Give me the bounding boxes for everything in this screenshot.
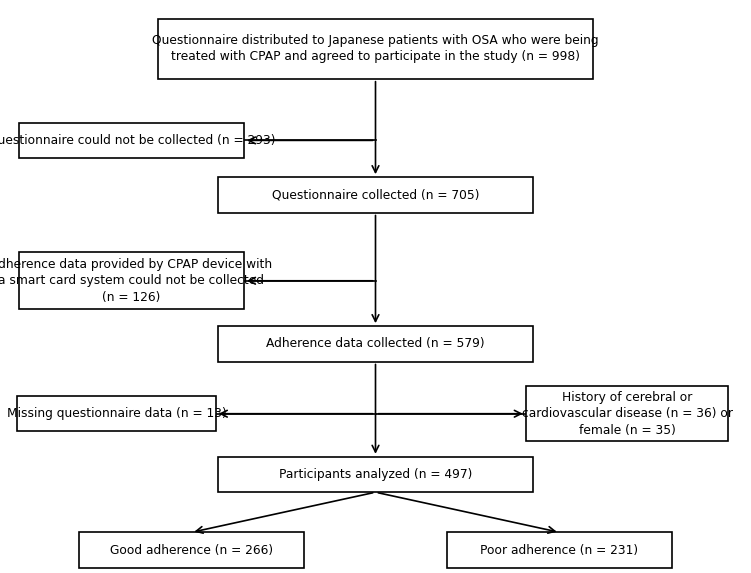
FancyBboxPatch shape bbox=[218, 457, 533, 492]
Text: Questionnaire collected (n = 705): Questionnaire collected (n = 705) bbox=[272, 189, 479, 201]
FancyBboxPatch shape bbox=[19, 252, 244, 309]
FancyBboxPatch shape bbox=[17, 396, 216, 431]
FancyBboxPatch shape bbox=[19, 123, 244, 158]
FancyBboxPatch shape bbox=[218, 326, 533, 362]
FancyBboxPatch shape bbox=[158, 18, 593, 79]
Text: Adherence data provided by CPAP device with
a smart card system could not be col: Adherence data provided by CPAP device w… bbox=[0, 258, 273, 304]
Text: History of cerebral or
cardiovascular disease (n = 36) or
female (n = 35): History of cerebral or cardiovascular di… bbox=[522, 391, 732, 437]
Text: Missing questionnaire data (n = 13): Missing questionnaire data (n = 13) bbox=[7, 407, 226, 420]
FancyBboxPatch shape bbox=[218, 177, 533, 213]
Text: Questionnaire could not be collected (n = 293): Questionnaire could not be collected (n … bbox=[0, 134, 275, 147]
Text: Participants analyzed (n = 497): Participants analyzed (n = 497) bbox=[279, 468, 472, 481]
Text: Adherence data collected (n = 579): Adherence data collected (n = 579) bbox=[266, 337, 485, 350]
FancyBboxPatch shape bbox=[526, 386, 728, 441]
FancyBboxPatch shape bbox=[447, 532, 672, 568]
Text: Questionnaire distributed to Japanese patients with OSA who were being
treated w: Questionnaire distributed to Japanese pa… bbox=[152, 34, 599, 64]
Text: Good adherence (n = 266): Good adherence (n = 266) bbox=[110, 544, 273, 556]
FancyBboxPatch shape bbox=[79, 532, 304, 568]
Text: Poor adherence (n = 231): Poor adherence (n = 231) bbox=[481, 544, 638, 556]
